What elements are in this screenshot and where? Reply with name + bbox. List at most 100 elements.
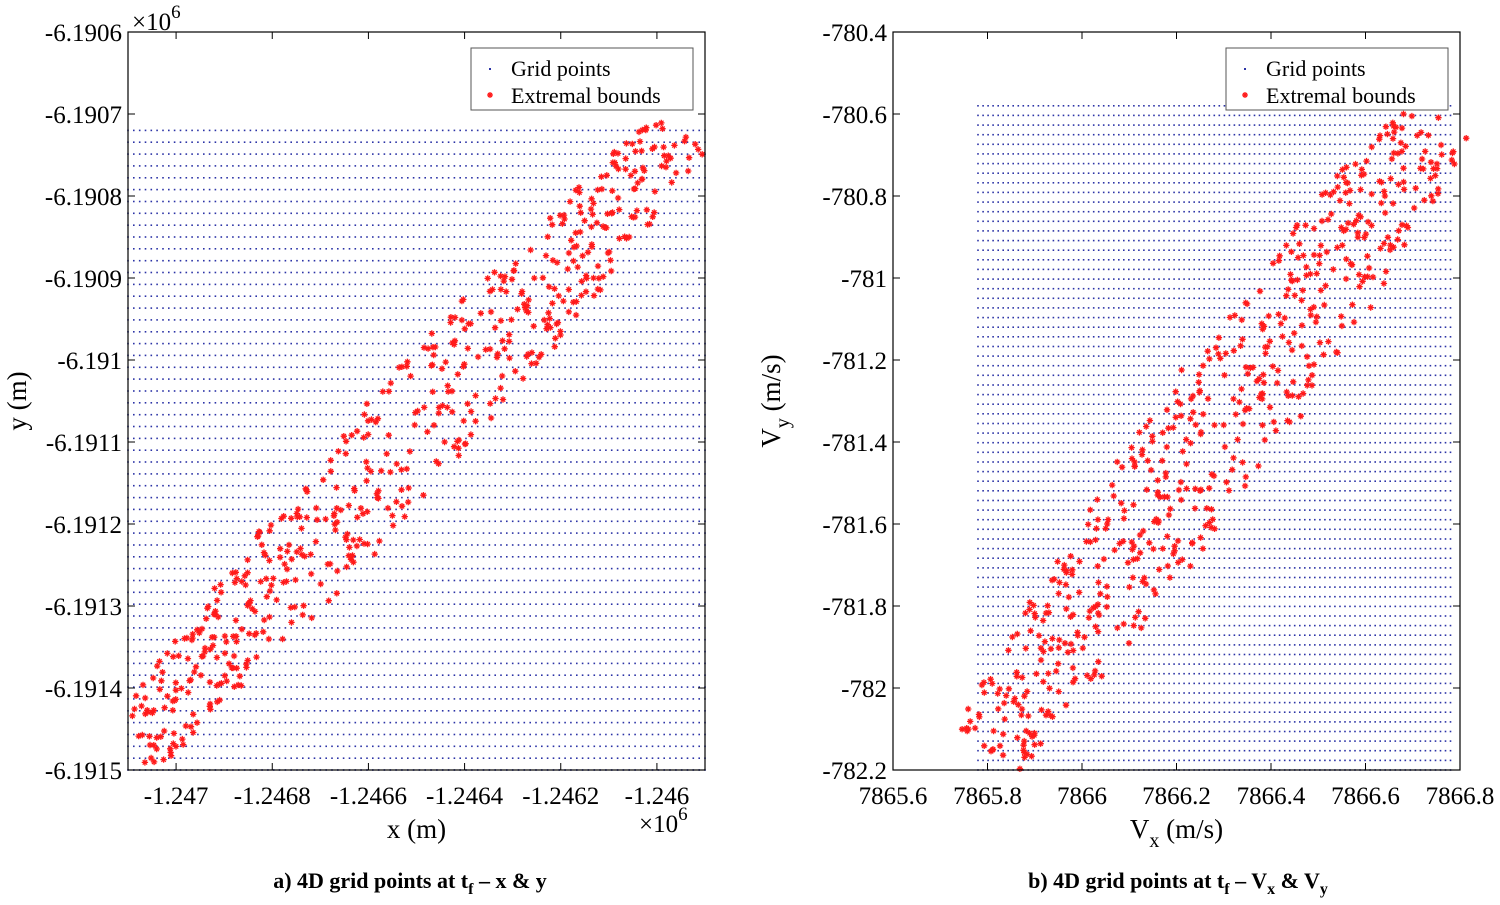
grid-point bbox=[535, 638, 537, 641]
grid-point bbox=[150, 496, 153, 499]
grid-point bbox=[546, 437, 549, 440]
grid-point bbox=[645, 686, 648, 688]
grid-point bbox=[331, 698, 333, 700]
grid-point bbox=[249, 484, 252, 487]
grid-point bbox=[581, 686, 584, 688]
grid-point bbox=[657, 698, 660, 700]
grid-point bbox=[634, 366, 636, 369]
grid-point bbox=[651, 236, 654, 238]
grid-point bbox=[191, 674, 193, 676]
grid-point bbox=[383, 757, 386, 759]
grid-point bbox=[325, 757, 327, 759]
grid-point bbox=[447, 745, 450, 748]
grid-point bbox=[331, 402, 333, 404]
grid-point bbox=[412, 603, 415, 605]
grid-point bbox=[296, 484, 298, 487]
grid-point bbox=[634, 319, 636, 321]
grid-point bbox=[138, 473, 141, 475]
grid-point bbox=[471, 638, 473, 641]
grid-point bbox=[488, 295, 491, 297]
grid-point bbox=[325, 248, 327, 250]
grid-point bbox=[284, 544, 287, 546]
grid-point bbox=[599, 591, 601, 594]
grid-point bbox=[237, 437, 240, 440]
grid-point bbox=[570, 638, 572, 641]
grid-point bbox=[628, 331, 630, 333]
grid-point bbox=[476, 674, 479, 676]
grid-point bbox=[552, 721, 555, 724]
grid-point bbox=[407, 520, 409, 523]
grid-point bbox=[185, 757, 188, 759]
grid-point bbox=[197, 319, 199, 321]
grid-point bbox=[535, 425, 537, 428]
grid-point bbox=[692, 390, 695, 392]
grid-point bbox=[599, 615, 601, 617]
grid-point bbox=[401, 212, 403, 215]
grid-point bbox=[395, 567, 397, 570]
grid-point bbox=[564, 188, 566, 191]
grid-point bbox=[465, 556, 467, 558]
grid-point bbox=[197, 615, 199, 617]
grid-point bbox=[669, 390, 671, 392]
grid-point bbox=[657, 473, 660, 475]
grid-point bbox=[307, 674, 310, 676]
grid-point bbox=[237, 449, 240, 451]
grid-point bbox=[605, 662, 607, 665]
grid-point bbox=[599, 473, 601, 475]
grid-point bbox=[319, 331, 322, 333]
grid-point bbox=[395, 579, 397, 582]
grid-point bbox=[232, 390, 234, 392]
grid-point bbox=[284, 603, 287, 605]
grid-point bbox=[261, 366, 263, 369]
grid-point bbox=[348, 342, 351, 345]
grid-point bbox=[686, 532, 689, 534]
grid-point bbox=[616, 757, 619, 759]
grid-point bbox=[302, 532, 304, 534]
grid-point bbox=[226, 686, 228, 688]
grid-point bbox=[249, 248, 252, 250]
grid-point bbox=[441, 425, 444, 428]
grid-point bbox=[325, 710, 327, 712]
grid-point bbox=[459, 295, 461, 297]
grid-point bbox=[675, 461, 677, 463]
grid-point bbox=[220, 342, 223, 345]
grid-point bbox=[651, 295, 654, 297]
grid-point bbox=[488, 556, 491, 558]
grid-point bbox=[692, 331, 695, 333]
grid-point bbox=[459, 567, 461, 570]
grid-point bbox=[401, 686, 403, 688]
grid-point bbox=[441, 556, 444, 558]
grid-point bbox=[226, 638, 228, 641]
grid-point bbox=[634, 200, 636, 203]
grid-point bbox=[191, 402, 193, 404]
grid-point bbox=[168, 200, 170, 203]
grid-point bbox=[354, 378, 357, 380]
grid-point bbox=[692, 259, 695, 262]
grid-point bbox=[698, 271, 700, 274]
grid-point bbox=[185, 650, 188, 653]
grid-point bbox=[232, 484, 234, 487]
grid-point bbox=[622, 484, 625, 487]
grid-point bbox=[325, 390, 327, 392]
grid-point bbox=[471, 188, 473, 191]
grid-point bbox=[616, 662, 619, 665]
grid-point bbox=[412, 698, 415, 700]
grid-point bbox=[278, 591, 281, 594]
grid-point bbox=[208, 307, 211, 309]
grid-point bbox=[523, 283, 526, 286]
grid-point bbox=[476, 402, 479, 404]
grid-point bbox=[576, 674, 578, 676]
grid-point bbox=[482, 342, 485, 345]
grid-point bbox=[587, 473, 590, 475]
grid-point bbox=[541, 556, 543, 558]
grid-point bbox=[337, 378, 339, 380]
grid-point bbox=[185, 224, 188, 226]
grid-point bbox=[272, 627, 275, 629]
grid-point bbox=[675, 295, 677, 297]
grid-point bbox=[133, 579, 135, 582]
grid-point bbox=[272, 520, 275, 523]
grid-point bbox=[331, 745, 333, 748]
grid-point bbox=[471, 413, 473, 416]
grid-point bbox=[412, 295, 415, 297]
grid-point bbox=[179, 710, 182, 712]
